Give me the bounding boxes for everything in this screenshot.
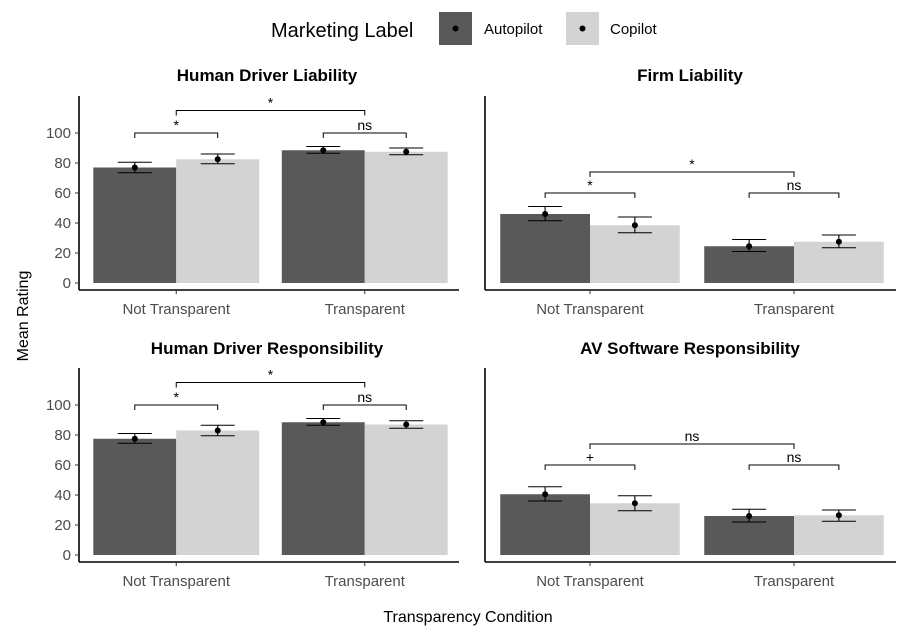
panel-title: AV Software Responsibility — [580, 339, 800, 358]
significance-bracket — [322, 404, 407, 410]
significance-bracket — [175, 110, 366, 116]
significance-label: * — [174, 389, 180, 405]
legend-key-autopilot-point — [452, 25, 459, 32]
x-tick-label: Transparent — [325, 573, 406, 590]
bar-copilot — [176, 430, 260, 555]
y-tick-label: 60 — [54, 457, 71, 474]
legend-label-autopilot: Autopilot — [484, 21, 543, 38]
x-tick-label: Not Transparent — [122, 573, 230, 590]
bar-autopilot — [704, 246, 794, 283]
panel-av-software-responsibility: AV Software Responsibility Not Transparen… — [484, 339, 896, 590]
x-tick-label: Transparent — [754, 301, 835, 318]
significance-bracket — [134, 404, 219, 410]
y-tick-label: 40 — [54, 487, 71, 504]
mean-point — [631, 222, 638, 229]
mean-point — [746, 513, 753, 519]
mean-point — [835, 238, 842, 245]
significance-label: * — [174, 117, 180, 133]
mean-point — [746, 243, 753, 250]
mean-point — [403, 421, 410, 428]
bar-autopilot — [93, 438, 177, 555]
significance-bracket — [175, 382, 366, 388]
y-tick-label: 80 — [54, 427, 71, 444]
legend-label-copilot: Copilot — [610, 21, 658, 38]
significance-bracket — [544, 192, 636, 198]
y-tick-label: 40 — [54, 215, 71, 232]
significance-label: ns — [787, 177, 802, 193]
x-tick-label: Transparent — [325, 301, 406, 318]
significance-label: * — [587, 177, 593, 193]
x-tick-label: Not Transparent — [536, 573, 644, 590]
bar-copilot — [176, 159, 260, 283]
mean-point — [320, 147, 327, 154]
significance-label: ns — [685, 428, 700, 444]
significance-label: * — [268, 95, 274, 111]
bar-copilot — [590, 503, 680, 555]
mean-point — [214, 427, 221, 434]
x-axis-title: Transparency Condition — [383, 609, 552, 626]
bar-copilot — [590, 225, 680, 283]
bar-copilot — [794, 515, 884, 555]
panel-title: Firm Liability — [637, 66, 743, 85]
mean-point — [320, 419, 327, 426]
legend-key-copilot-point — [579, 25, 586, 32]
y-axis-title: Mean Rating — [15, 271, 32, 362]
bar-copilot — [794, 241, 884, 283]
panel-human-driver-responsibility: Human Driver Responsibility 0 20 40 60 80 100 N… — [46, 339, 459, 590]
y-tick-label: 80 — [54, 155, 71, 172]
significance-label: ns — [787, 449, 802, 465]
significance-label: ns — [357, 117, 372, 133]
significance-bracket — [589, 171, 795, 177]
mean-point — [542, 491, 549, 498]
chart-panels: Human Driver Liability 0 20 40 60 80 100 Not Tr… — [46, 66, 896, 590]
significance-bracket — [322, 132, 407, 138]
bar-copilot — [364, 151, 448, 283]
bar-copilot — [364, 424, 448, 555]
bar-autopilot — [281, 150, 365, 283]
x-tick-label: Not Transparent — [122, 301, 230, 318]
significance-bracket — [589, 443, 795, 449]
significance-label: * — [689, 156, 695, 172]
y-tick-label: 20 — [54, 245, 71, 262]
significance-label: * — [268, 367, 274, 383]
mean-point — [631, 500, 638, 507]
y-tick-label: 0 — [63, 275, 71, 292]
bar-autopilot — [500, 494, 590, 555]
legend-title: Marketing Label — [271, 20, 413, 42]
y-tick-label: 100 — [46, 125, 71, 142]
mean-point — [403, 148, 410, 155]
panel-title: Human Driver Responsibility — [151, 339, 384, 358]
y-tick-label: 0 — [63, 547, 71, 564]
mean-point — [214, 156, 221, 163]
significance-bracket — [544, 464, 636, 470]
y-tick-label: 100 — [46, 397, 71, 414]
panel-firm-liability: Firm Liability Not Transparent Transparent… — [484, 66, 896, 318]
significance-bracket — [134, 132, 219, 138]
significance-label: + — [586, 449, 594, 465]
mean-point — [542, 211, 549, 217]
significance-bracket — [748, 464, 840, 470]
panel-title: Human Driver Liability — [177, 66, 358, 85]
bar-autopilot — [93, 167, 177, 283]
mean-point — [835, 512, 842, 519]
mean-point — [131, 435, 138, 442]
x-tick-label: Not Transparent — [536, 301, 644, 318]
significance-label: ns — [357, 389, 372, 405]
legend: Marketing Label Autopilot Copilot — [271, 12, 658, 45]
bar-autopilot — [281, 422, 365, 555]
y-tick-label: 20 — [54, 517, 71, 534]
x-tick-label: Transparent — [754, 573, 835, 590]
panel-human-driver-liability: Human Driver Liability 0 20 40 60 80 100 Not Tr… — [46, 66, 459, 318]
y-tick-label: 60 — [54, 185, 71, 202]
bar-autopilot — [500, 214, 590, 283]
significance-bracket — [748, 192, 840, 198]
mean-point — [131, 164, 138, 171]
